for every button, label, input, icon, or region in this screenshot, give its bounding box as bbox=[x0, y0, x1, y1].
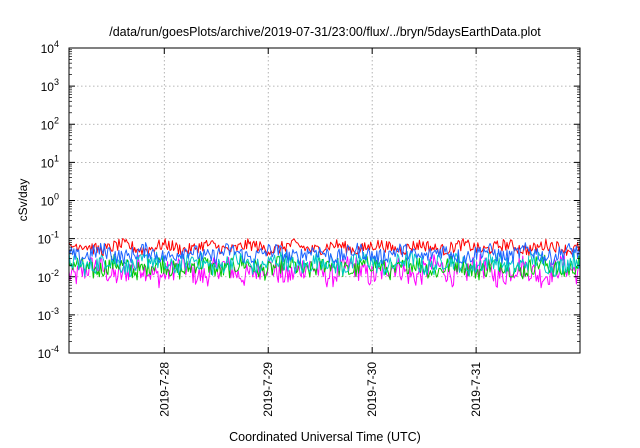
series-line bbox=[68, 251, 581, 277]
y-axis-label: cSv/day bbox=[16, 179, 30, 222]
x-tick-labels: 2019-7-28 2019-7-29 2019-7-30 2019-7-31 bbox=[157, 362, 483, 417]
y-tick-label: 103 bbox=[41, 77, 59, 94]
x-tick-label: 2019-7-31 bbox=[469, 362, 483, 417]
plot-frame bbox=[68, 47, 581, 354]
y-tick-label: 101 bbox=[41, 153, 59, 170]
x-tick-label: 2019-7-29 bbox=[261, 362, 275, 417]
y-tick-labels: 10-4 10-3 10-2 10-1 100 101 102 103 104 bbox=[38, 39, 59, 361]
y-tick-label: 10-1 bbox=[38, 230, 59, 247]
x-tick-label: 2019-7-28 bbox=[157, 362, 171, 417]
x-axis-label: Coordinated Universal Time (UTC) bbox=[229, 430, 421, 444]
y-tick-label: 10-4 bbox=[38, 344, 59, 361]
x-tick-label: 2019-7-30 bbox=[365, 362, 379, 417]
series-group bbox=[68, 238, 581, 289]
y-tick-label: 10-3 bbox=[38, 306, 59, 323]
series-line bbox=[68, 242, 581, 266]
y-tick-label: 10-2 bbox=[38, 268, 59, 285]
y-tick-label: 100 bbox=[41, 192, 59, 209]
grid-lines bbox=[69, 48, 580, 353]
y-tick-label: 102 bbox=[41, 115, 59, 132]
y-tick-label: 104 bbox=[41, 39, 59, 56]
chart-title: /data/run/goesPlots/archive/2019-07-31/2… bbox=[109, 25, 541, 39]
